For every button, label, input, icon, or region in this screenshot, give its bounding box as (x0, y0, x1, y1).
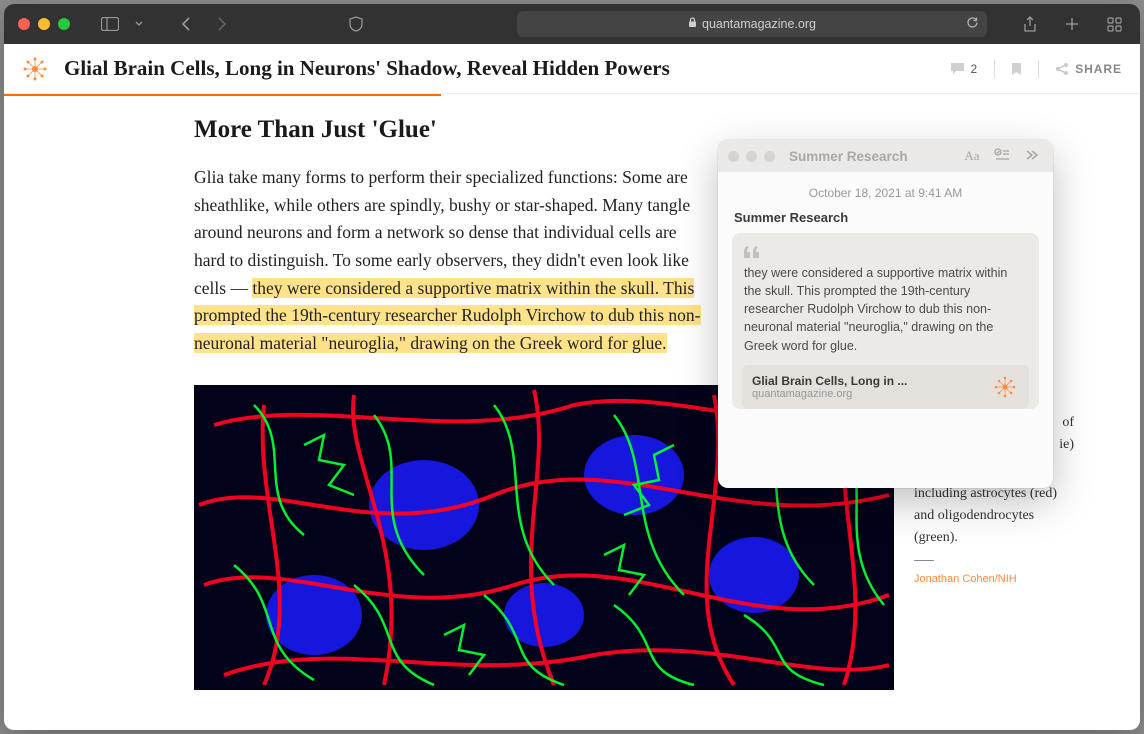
safari-titlebar: quantamagazine.org (4, 4, 1140, 44)
reload-button[interactable] (966, 16, 979, 32)
comments-button[interactable]: 2 (950, 62, 979, 76)
bookmark-icon (1011, 62, 1022, 76)
note-maximize-button[interactable] (764, 151, 775, 162)
highlighted-text[interactable]: they were considered a supportive matrix… (194, 278, 701, 353)
article-title: Glial Brain Cells, Long in Neurons' Shad… (64, 56, 670, 81)
sidebar-menu-chevron-icon[interactable] (132, 13, 146, 35)
share-article-button[interactable]: SHARE (1055, 62, 1122, 76)
note-quote-text: they were considered a supportive matrix… (744, 264, 1027, 355)
quick-note-titlebar: Summer Research Aa (718, 140, 1053, 172)
titlebar-right-group (1016, 13, 1128, 35)
sidebar-toggle-button[interactable] (96, 13, 124, 35)
note-window-controls (728, 151, 775, 162)
site-header-actions: 2 SHARE (950, 60, 1122, 78)
note-quote-card[interactable]: they were considered a supportive matrix… (732, 233, 1039, 409)
note-window-title: Summer Research (789, 149, 953, 164)
note-date: October 18, 2021 at 9:41 AM (732, 186, 1039, 200)
back-button[interactable] (172, 13, 200, 35)
share-button[interactable] (1016, 13, 1044, 35)
minimize-window-button[interactable] (38, 18, 50, 30)
note-source-domain: quantamagazine.org (752, 388, 981, 400)
image-credit: Jonathan Cohen/NIH (914, 571, 1074, 588)
expand-button[interactable] (1021, 149, 1043, 164)
window-controls (18, 18, 70, 30)
checklist-button[interactable] (991, 148, 1013, 165)
share-label: SHARE (1075, 62, 1122, 76)
divider (994, 60, 995, 78)
article-paragraph: Glia take many forms to perform their sp… (194, 164, 704, 357)
quote-icon (744, 243, 1027, 261)
note-body[interactable]: October 18, 2021 at 9:41 AM Summer Resea… (718, 172, 1053, 429)
note-minimize-button[interactable] (746, 151, 757, 162)
new-tab-button[interactable] (1058, 13, 1086, 35)
quick-note-window[interactable]: Summer Research Aa October 18, 2021 at 9… (718, 140, 1053, 488)
tab-overview-button[interactable] (1100, 13, 1128, 35)
share-icon (1055, 62, 1069, 76)
format-button[interactable]: Aa (961, 148, 983, 164)
close-window-button[interactable] (18, 18, 30, 30)
bookmark-button[interactable] (1011, 62, 1022, 76)
forward-button[interactable] (208, 13, 236, 35)
note-source-logo (991, 373, 1019, 401)
address-bar[interactable]: quantamagazine.org (517, 11, 987, 37)
reading-progress-bar (4, 94, 441, 96)
site-logo[interactable] (20, 54, 50, 84)
caption-text: including astrocytes (red) and oligodend… (914, 483, 1074, 548)
note-close-button[interactable] (728, 151, 739, 162)
privacy-report-icon[interactable] (342, 13, 370, 35)
note-heading[interactable]: Summer Research (734, 210, 1039, 225)
comment-count: 2 (971, 62, 979, 76)
address-bar-text: quantamagazine.org (702, 17, 816, 31)
note-source-title: Glial Brain Cells, Long in ... (752, 374, 981, 388)
comment-icon (950, 62, 965, 76)
caption-divider (914, 560, 934, 561)
site-header: Glial Brain Cells, Long in Neurons' Shad… (4, 44, 1140, 94)
note-source-link[interactable]: Glial Brain Cells, Long in ... quantamag… (742, 365, 1029, 409)
lock-icon (688, 17, 697, 31)
maximize-window-button[interactable] (58, 18, 70, 30)
divider (1038, 60, 1039, 78)
